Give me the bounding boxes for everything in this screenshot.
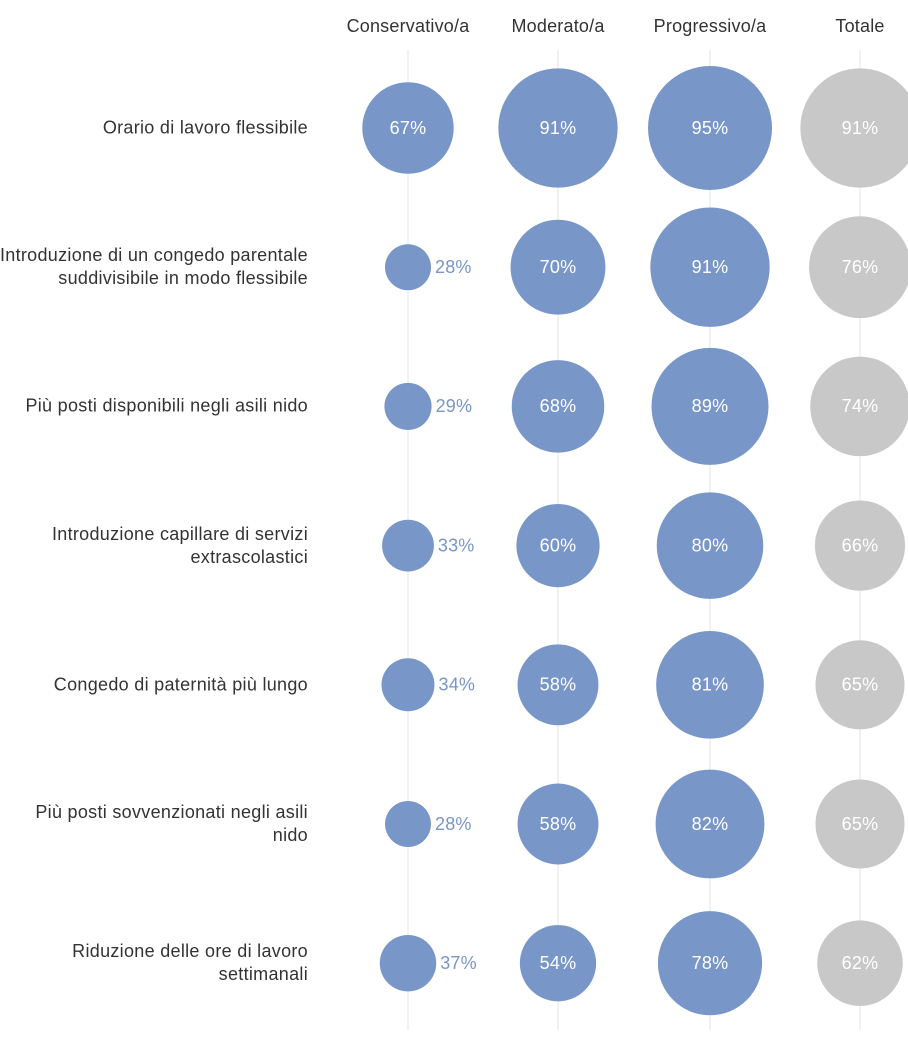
bubble bbox=[517, 644, 599, 726]
value-label: 91% bbox=[540, 118, 577, 138]
value-label: 91% bbox=[692, 257, 729, 277]
value-label: 74% bbox=[842, 396, 879, 416]
column-header: Moderato/a bbox=[511, 16, 605, 36]
value-label: 81% bbox=[692, 675, 729, 695]
row-label: Più posti disponibili negli asili nido bbox=[25, 395, 308, 416]
bubble bbox=[511, 360, 605, 453]
value-label: 60% bbox=[540, 535, 577, 555]
bubble bbox=[384, 382, 432, 430]
value-label: 33% bbox=[438, 535, 475, 555]
value-label: 80% bbox=[692, 535, 729, 555]
value-label: 76% bbox=[842, 257, 879, 277]
bubble bbox=[656, 630, 764, 739]
row-label: Orario di lavoro flessibile bbox=[102, 117, 308, 138]
value-label: 62% bbox=[842, 953, 879, 973]
bubble bbox=[651, 347, 769, 465]
value-label: 29% bbox=[436, 396, 473, 416]
bubble bbox=[815, 779, 905, 869]
bubble bbox=[815, 640, 905, 730]
bubble bbox=[648, 66, 772, 190]
bubble bbox=[385, 244, 431, 291]
bubble bbox=[814, 500, 906, 591]
bubble bbox=[498, 68, 618, 188]
bubble bbox=[516, 503, 600, 588]
value-label: 66% bbox=[842, 535, 879, 555]
value-label: 28% bbox=[435, 257, 472, 277]
value-label: 70% bbox=[540, 257, 577, 277]
value-label: 68% bbox=[540, 396, 577, 416]
bubble bbox=[379, 934, 437, 992]
row-label: Congedo di paternità più lungo bbox=[53, 674, 308, 695]
value-label: 65% bbox=[842, 675, 879, 695]
bubble bbox=[519, 925, 597, 1002]
bubble bbox=[810, 356, 908, 457]
value-label: 91% bbox=[842, 118, 879, 138]
row-label: Più posti sovvenzionati negli asili nido bbox=[35, 802, 308, 845]
value-label: 58% bbox=[540, 814, 577, 834]
bubble bbox=[656, 492, 764, 599]
value-label: 78% bbox=[692, 953, 729, 973]
value-label: 89% bbox=[692, 396, 729, 416]
value-label: 58% bbox=[540, 675, 577, 695]
row-label: Introduzione di un congedo parentale sud… bbox=[0, 245, 308, 289]
bubble bbox=[381, 658, 435, 712]
bubble bbox=[382, 519, 434, 572]
value-label: 37% bbox=[440, 953, 477, 973]
value-label: 95% bbox=[692, 118, 729, 138]
bubble bbox=[657, 911, 763, 1016]
row-label: Introduzione capillare di servizi extras… bbox=[51, 523, 308, 567]
value-label: 67% bbox=[390, 118, 427, 138]
column-header: Progressivo/a bbox=[654, 16, 767, 36]
value-label: 82% bbox=[692, 814, 729, 834]
bubble bbox=[809, 216, 908, 319]
column-header: Conservativo/a bbox=[347, 16, 471, 36]
bubble bbox=[655, 769, 765, 879]
bubble bbox=[517, 783, 599, 865]
bubble bbox=[362, 82, 454, 174]
bubble bbox=[385, 801, 431, 847]
bubble bbox=[817, 920, 903, 1006]
bubble bbox=[800, 68, 908, 188]
value-label: 28% bbox=[435, 814, 472, 834]
bubble bbox=[650, 207, 770, 327]
value-label: 34% bbox=[438, 675, 475, 695]
value-label: 65% bbox=[842, 814, 879, 834]
row-label: Riduzione delle ore di lavoro settimanal… bbox=[72, 941, 308, 985]
column-header: Totale bbox=[835, 16, 884, 36]
value-label: 54% bbox=[540, 953, 577, 973]
bubble bbox=[510, 219, 606, 315]
